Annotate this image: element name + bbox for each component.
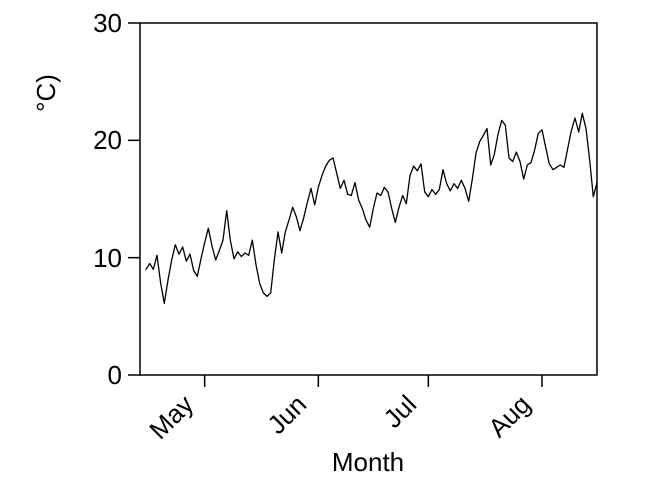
y-tick-label-10: 10 bbox=[93, 243, 122, 273]
x-axis-label: Month bbox=[332, 447, 404, 477]
y-axis-ticks bbox=[128, 22, 140, 376]
plot-border bbox=[139, 22, 598, 376]
x-tick-label-may: May bbox=[143, 389, 199, 445]
x-tick-label-aug: Aug bbox=[482, 389, 536, 443]
y-tick-label-0: 0 bbox=[108, 360, 122, 390]
temperature-line bbox=[145, 112, 598, 305]
x-tick-label-jun: Jun bbox=[261, 389, 312, 440]
x-tick-label-jul: Jul bbox=[378, 389, 423, 434]
y-axis-label: °C) bbox=[31, 74, 61, 112]
y-tick-label-30: 30 bbox=[93, 8, 122, 38]
x-axis-ticks bbox=[203, 375, 543, 387]
y-tick-label-20: 20 bbox=[93, 125, 122, 155]
